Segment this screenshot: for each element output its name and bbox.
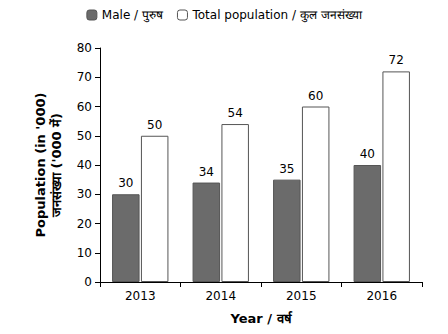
svg-text:Population (in '000): Population (in '000)	[33, 93, 48, 238]
svg-text:2013: 2013	[125, 289, 156, 303]
svg-text:60: 60	[77, 100, 92, 114]
svg-text:72: 72	[389, 53, 404, 67]
svg-text:Male / पुरुष: Male / पुरुष	[102, 8, 164, 23]
svg-text:60: 60	[308, 89, 323, 103]
svg-text:40: 40	[77, 158, 92, 172]
svg-text:50: 50	[77, 129, 92, 143]
svg-text:35: 35	[279, 162, 294, 176]
svg-text:80: 80	[77, 41, 92, 55]
svg-text:40: 40	[360, 147, 375, 161]
svg-text:Total population / कुल जनसंख्य: Total population / कुल जनसंख्या	[191, 8, 362, 23]
svg-text:34: 34	[199, 165, 214, 179]
svg-text:70: 70	[77, 70, 92, 84]
svg-text:0: 0	[84, 275, 92, 289]
svg-text:2014: 2014	[205, 289, 236, 303]
svg-text:30: 30	[118, 176, 133, 190]
svg-text:50: 50	[147, 118, 162, 132]
svg-text:2016: 2016	[366, 289, 397, 303]
svg-text:जनसंख्या ('000 में): जनसंख्या ('000 में)	[49, 113, 64, 218]
svg-text:2015: 2015	[286, 289, 317, 303]
svg-text:Year / वर्ष: Year / वर्ष	[229, 311, 292, 326]
svg-text:54: 54	[228, 106, 243, 120]
svg-text:30: 30	[77, 187, 92, 201]
svg-text:20: 20	[77, 217, 92, 231]
svg-text:10: 10	[77, 246, 92, 260]
